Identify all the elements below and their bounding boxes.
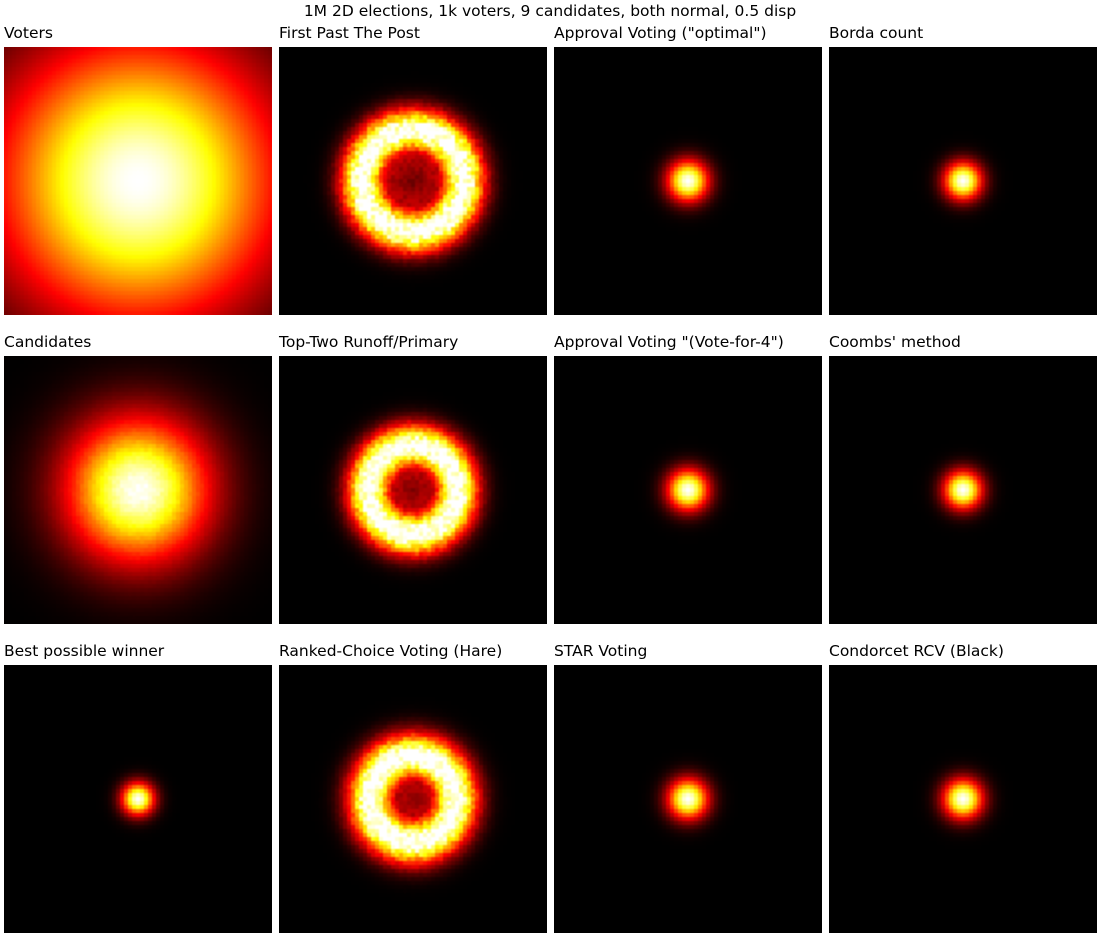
heatmap-approval-vote-for-4 xyxy=(554,356,822,624)
panel-title-approval-optimal: Approval Voting ("optimal") xyxy=(554,24,767,42)
panel-title-voters: Voters xyxy=(4,24,53,42)
heatmap-coombs-method xyxy=(829,356,1097,624)
heatmap-approval-optimal xyxy=(554,47,822,315)
heatmap-borda-count xyxy=(829,47,1097,315)
panel-title-coombs-method: Coombs' method xyxy=(829,333,961,351)
heatmap-voters xyxy=(4,47,272,315)
heatmap-condorcet-rcv-black xyxy=(829,665,1097,933)
panel-title-best-possible-winner: Best possible winner xyxy=(4,642,165,660)
heatmap-top-two-runoff xyxy=(279,356,547,624)
panel-title-approval-vote-for-4: Approval Voting "(Vote-for-4") xyxy=(554,333,784,351)
figure-suptitle: 1M 2D elections, 1k voters, 9 candidates… xyxy=(303,2,797,20)
panel-title-first-past-the-post: First Past The Post xyxy=(279,24,420,42)
panel-title-borda-count: Borda count xyxy=(829,24,924,42)
heatmap-ranked-choice-hare xyxy=(279,665,547,933)
heatmap-candidates xyxy=(4,356,272,624)
heatmap-star-voting xyxy=(554,665,822,933)
panel-title-top-two-runoff: Top-Two Runoff/Primary xyxy=(279,333,459,351)
heatmap-best-possible-winner xyxy=(4,665,272,933)
panel-title-ranked-choice-hare: Ranked-Choice Voting (Hare) xyxy=(279,642,503,660)
heatmap-first-past-the-post xyxy=(279,47,547,315)
panel-title-star-voting: STAR Voting xyxy=(554,642,648,660)
panel-title-condorcet-rcv-black: Condorcet RCV (Black) xyxy=(829,642,1004,660)
panel-title-candidates: Candidates xyxy=(4,333,92,351)
